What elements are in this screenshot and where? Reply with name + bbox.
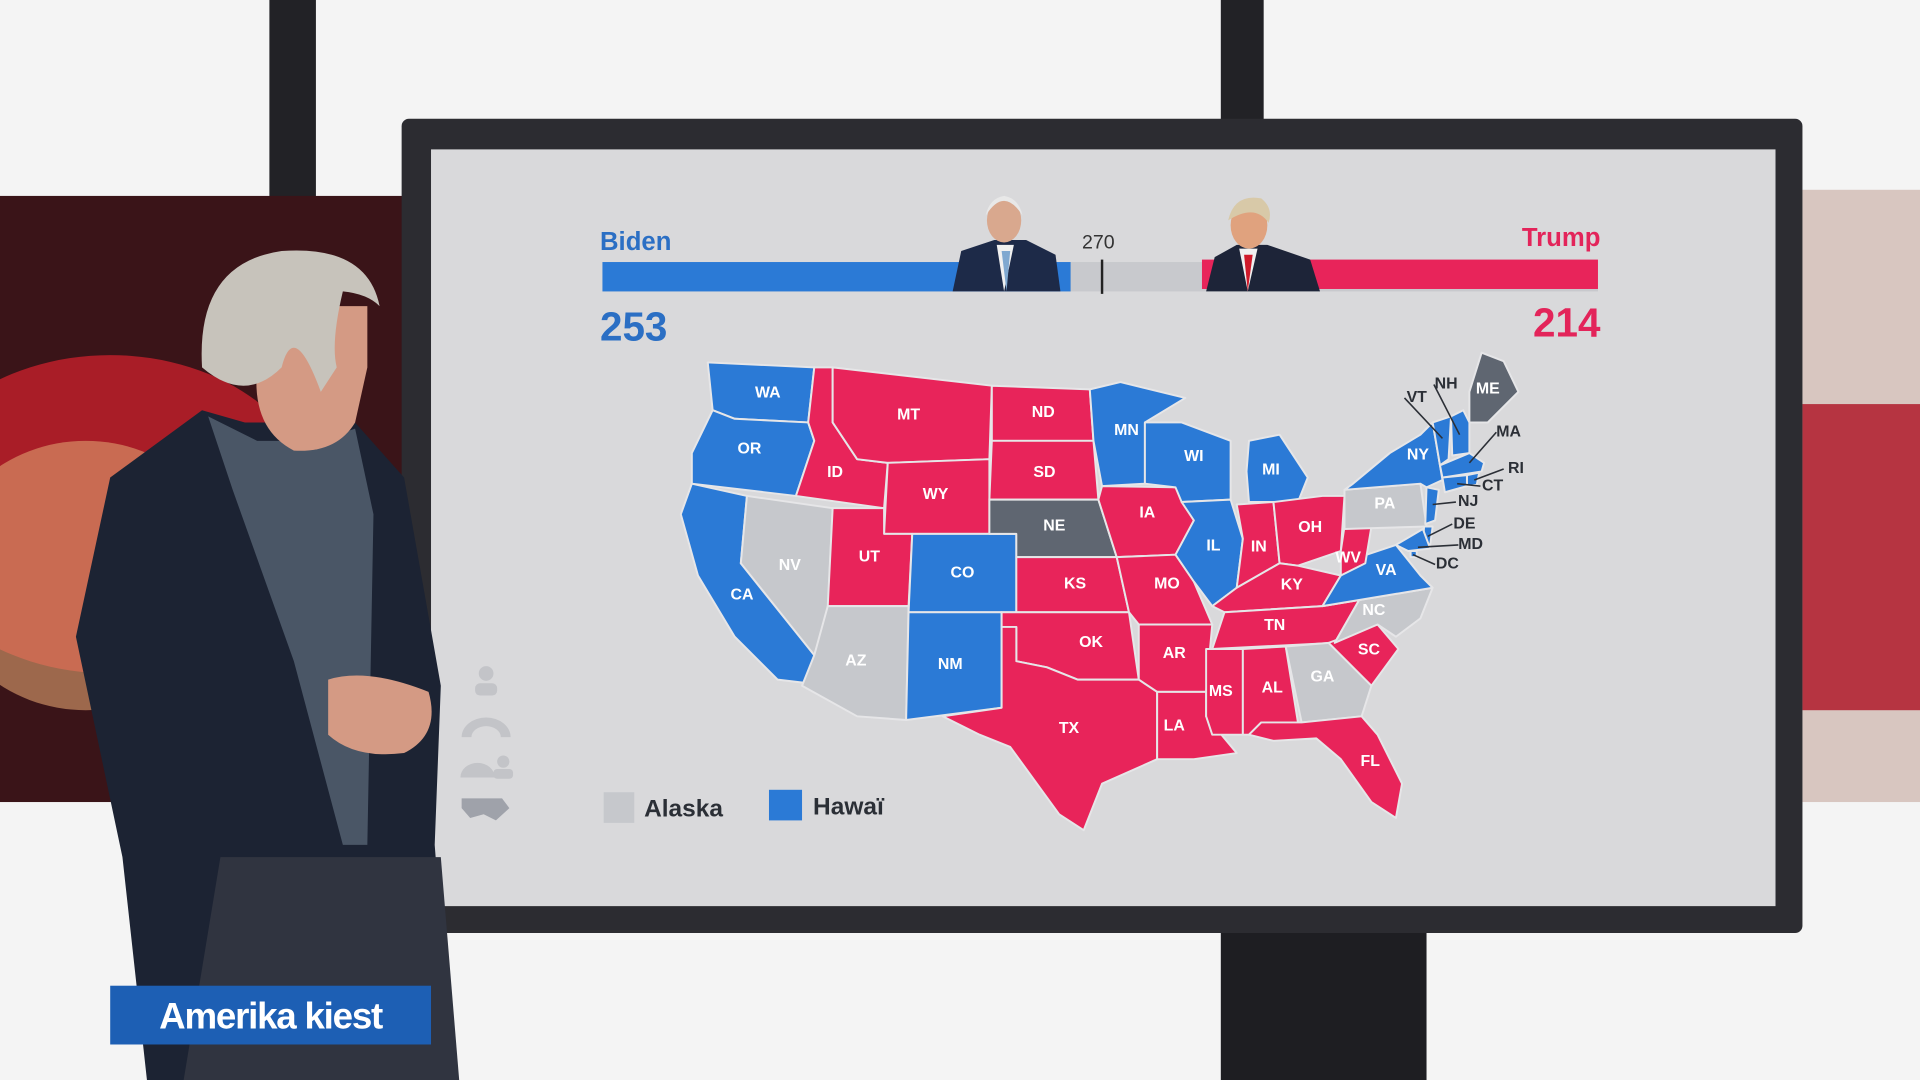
- us-electoral-map: [679, 351, 1520, 832]
- state-label-nd: ND: [1032, 404, 1055, 421]
- state-label-me: ME: [1476, 381, 1500, 398]
- presenter: [75, 250, 460, 1080]
- state-vt[interactable]: [1431, 415, 1452, 467]
- monitor-stand: [1220, 930, 1427, 1080]
- group-icon[interactable]: [460, 755, 514, 779]
- callout-line-nj: [1432, 501, 1457, 506]
- state-label-mn: MN: [1114, 422, 1139, 439]
- state-label-wi: WI: [1184, 448, 1203, 465]
- state-label-nv: NV: [779, 557, 801, 574]
- state-label-ma: MA: [1496, 423, 1521, 440]
- person-icon[interactable]: [475, 666, 498, 696]
- state-label-wv: WV: [1335, 550, 1361, 567]
- state-label-dc: DC: [1436, 556, 1459, 573]
- state-label-de: DE: [1453, 515, 1475, 532]
- backdrop-flag: [1802, 404, 1920, 711]
- state-md[interactable]: [1394, 528, 1432, 552]
- state-label-id: ID: [827, 464, 843, 481]
- state-label-ne: NE: [1043, 518, 1065, 535]
- trump-photo: [1206, 197, 1320, 292]
- callout-line-md: [1417, 544, 1459, 549]
- callout-line-nh: [1433, 384, 1461, 436]
- legend-label-alaska: Alaska: [644, 796, 723, 823]
- biden-photo: [952, 195, 1061, 292]
- state-label-ut: UT: [859, 548, 880, 565]
- lower-third: Amerika kiest: [110, 985, 432, 1045]
- state-label-ar: AR: [1163, 645, 1186, 662]
- callout-line-ma: [1468, 431, 1497, 464]
- small-state-callouts: [1403, 384, 1504, 566]
- state-label-sc: SC: [1358, 641, 1381, 658]
- candidate-name-biden: Biden: [600, 228, 671, 256]
- studio-pillar: [1220, 0, 1264, 123]
- state-label-nh: NH: [1435, 376, 1458, 393]
- state-label-al: AL: [1262, 679, 1283, 696]
- state-label-mo: MO: [1154, 575, 1180, 592]
- us-map-icon[interactable]: [461, 798, 510, 821]
- state-label-wa: WA: [755, 384, 781, 401]
- state-label-pa: PA: [1374, 496, 1395, 513]
- scoreboard: Biden Trump 270 253 214: [600, 195, 1601, 349]
- state-label-la: LA: [1164, 717, 1186, 734]
- state-label-va: VA: [1376, 562, 1397, 579]
- callout-line-ri: [1474, 468, 1504, 481]
- state-label-vt: VT: [1407, 389, 1428, 406]
- lower-third-box: [110, 985, 432, 1045]
- state-label-mi: MI: [1262, 461, 1280, 478]
- state-label-ms: MS: [1209, 683, 1233, 700]
- state-fl[interactable]: [1248, 715, 1404, 819]
- state-label-az: AZ: [845, 652, 866, 669]
- state-ms[interactable]: [1205, 648, 1244, 736]
- state-label-nc: NC: [1362, 602, 1385, 619]
- state-tx[interactable]: [941, 625, 1159, 832]
- callout-line-vt: [1403, 397, 1444, 439]
- state-label-nj: NJ: [1458, 493, 1478, 510]
- biden-electoral-votes: 253: [600, 303, 667, 349]
- legend-swatch-hawaii[interactable]: [768, 789, 803, 821]
- state-ga[interactable]: [1284, 641, 1373, 724]
- threshold-label: 270: [1082, 232, 1115, 254]
- state-label-nm: NM: [938, 656, 963, 673]
- state-nj[interactable]: [1424, 486, 1440, 526]
- state-label-ok: OK: [1079, 634, 1103, 651]
- state-ct[interactable]: [1441, 474, 1468, 494]
- state-label-ks: KS: [1064, 575, 1086, 592]
- state-label-oh: OH: [1298, 519, 1322, 536]
- state-label-sd: SD: [1033, 464, 1055, 481]
- side-menu: [460, 666, 514, 821]
- state-labels: WA OR CA NV ID MT WY UT AZ CO NM ND SD NE KS OK TX MN IA MO…: [731, 376, 1524, 770]
- map-legend: Alaska Hawaï: [603, 789, 885, 823]
- state-label-co: CO: [951, 564, 975, 581]
- state-label-ga: GA: [1311, 668, 1335, 685]
- state-label-fl: FL: [1360, 753, 1380, 770]
- studio-pillar: [269, 0, 316, 203]
- trump-electoral-votes: 214: [1533, 300, 1601, 346]
- state-label-wy: WY: [923, 486, 949, 503]
- legend-swatch-alaska[interactable]: [603, 792, 635, 823]
- state-wv[interactable]: [1339, 525, 1373, 577]
- state-label-tn: TN: [1264, 617, 1285, 634]
- state-label-ct: CT: [1482, 477, 1503, 494]
- candidate-name-trump: Trump: [1522, 224, 1601, 252]
- state-label-or: OR: [737, 441, 761, 458]
- state-label-ca: CA: [731, 586, 754, 603]
- state-label-mt: MT: [897, 406, 920, 423]
- state-label-md: MD: [1458, 536, 1483, 553]
- state-label-in: IN: [1251, 539, 1267, 556]
- callout-line-dc: [1412, 553, 1436, 566]
- state-label-ky: KY: [1281, 577, 1303, 594]
- state-label-tx: TX: [1059, 720, 1080, 737]
- state-label-ia: IA: [1139, 504, 1155, 521]
- hemicycle-icon[interactable]: [461, 717, 511, 738]
- legend-label-hawaii: Hawaï: [813, 793, 885, 820]
- state-nh[interactable]: [1450, 409, 1471, 457]
- state-label-ny: NY: [1407, 447, 1429, 464]
- program-title: Amerika kiest: [159, 996, 383, 1037]
- callout-line-de: [1427, 523, 1453, 538]
- state-label-ri: RI: [1508, 460, 1524, 477]
- state-label-il: IL: [1206, 537, 1220, 554]
- callout-line-ct: [1457, 482, 1481, 487]
